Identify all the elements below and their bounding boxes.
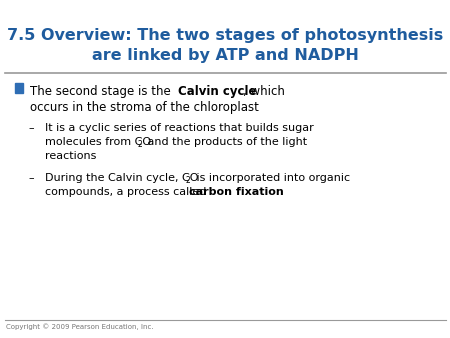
Text: and the products of the light: and the products of the light	[144, 137, 307, 147]
Text: 2: 2	[186, 176, 191, 185]
Text: During the Calvin cycle, CO: During the Calvin cycle, CO	[45, 173, 198, 183]
Text: –: –	[28, 173, 34, 183]
Text: , which: , which	[243, 85, 285, 98]
Text: molecules from CO: molecules from CO	[45, 137, 151, 147]
Text: is incorporated into organic: is incorporated into organic	[193, 173, 350, 183]
Text: –: –	[28, 123, 34, 133]
Bar	[15, 83, 23, 93]
Text: are linked by ATP and NADPH: are linked by ATP and NADPH	[91, 48, 359, 63]
Text: The second stage is the: The second stage is the	[30, 85, 175, 98]
Text: 7.5 Overview: The two stages of photosynthesis: 7.5 Overview: The two stages of photosyn…	[7, 28, 443, 43]
Text: reactions: reactions	[45, 151, 96, 161]
Text: It is a cyclic series of reactions that builds sugar: It is a cyclic series of reactions that …	[45, 123, 314, 133]
Text: occurs in the stroma of the chloroplast: occurs in the stroma of the chloroplast	[30, 101, 259, 114]
Text: 2: 2	[137, 140, 142, 149]
Text: Copyright © 2009 Pearson Education, Inc.: Copyright © 2009 Pearson Education, Inc.	[6, 323, 153, 330]
Text: carbon fixation: carbon fixation	[189, 187, 284, 197]
Text: compounds, a process called: compounds, a process called	[45, 187, 210, 197]
Text: Calvin cycle: Calvin cycle	[178, 85, 256, 98]
